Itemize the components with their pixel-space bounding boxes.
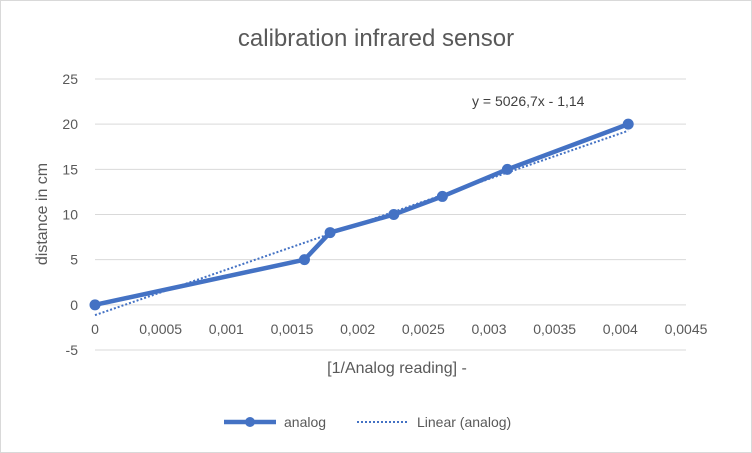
legend-item-linear-analog[interactable]: Linear (analog): [357, 414, 511, 430]
legend: analog Linear (analog): [224, 414, 511, 430]
x-axis-tick-labels: 0 0,0005 0,001 0,0015 0,002 0,0025 0,003 0,0035…: [91, 321, 708, 337]
x-tick-label: 0: [91, 321, 99, 337]
y-axis-tick-labels: -5 0 5 10 15 20 25: [62, 71, 78, 358]
y-tick-label: 5: [70, 252, 78, 268]
x-tick-label: 0,0045: [665, 321, 708, 337]
chart-title: calibration infrared sensor: [238, 25, 514, 52]
x-tick-label: 0,002: [340, 321, 375, 337]
gridlines: [95, 78, 686, 351]
y-tick-label: 0: [70, 297, 78, 313]
trendline-equation-label: y = 5026,7x - 1,14: [472, 93, 585, 109]
data-point-analog-3[interactable]: [388, 209, 400, 220]
x-tick-label: 0,0005: [139, 321, 182, 337]
series-layer: [89, 118, 634, 311]
x-tick-label: 0,004: [603, 321, 638, 337]
legend-label-analog: analog: [284, 414, 326, 430]
x-tick-label: 0,0015: [271, 321, 314, 337]
legend-label-linear-analog: Linear (analog): [417, 414, 511, 430]
data-point-analog-5[interactable]: [501, 163, 513, 175]
data-point-analog-1[interactable]: [298, 254, 310, 266]
x-tick-label: 0,001: [209, 321, 244, 337]
x-tick-label: 0,0025: [402, 321, 445, 337]
y-tick-label: -5: [66, 342, 79, 358]
y-tick-label: 25: [62, 71, 78, 87]
y-axis-title: distance in cm: [34, 163, 51, 265]
data-point-analog-2[interactable]: [324, 227, 336, 239]
y-tick-label: 10: [62, 207, 78, 223]
x-tick-label: 0,0035: [533, 321, 576, 337]
data-point-analog-6[interactable]: [622, 118, 634, 130]
x-axis-title: [1/Analog reading] -: [327, 360, 467, 377]
x-tick-label: 0,003: [471, 321, 506, 337]
data-point-analog-0[interactable]: [89, 299, 101, 311]
data-point-analog-4[interactable]: [436, 190, 448, 202]
legend-marker-analog: [245, 417, 255, 427]
legend-item-analog[interactable]: analog: [224, 414, 326, 430]
y-tick-label: 15: [62, 161, 78, 177]
y-tick-label: 20: [62, 116, 78, 132]
